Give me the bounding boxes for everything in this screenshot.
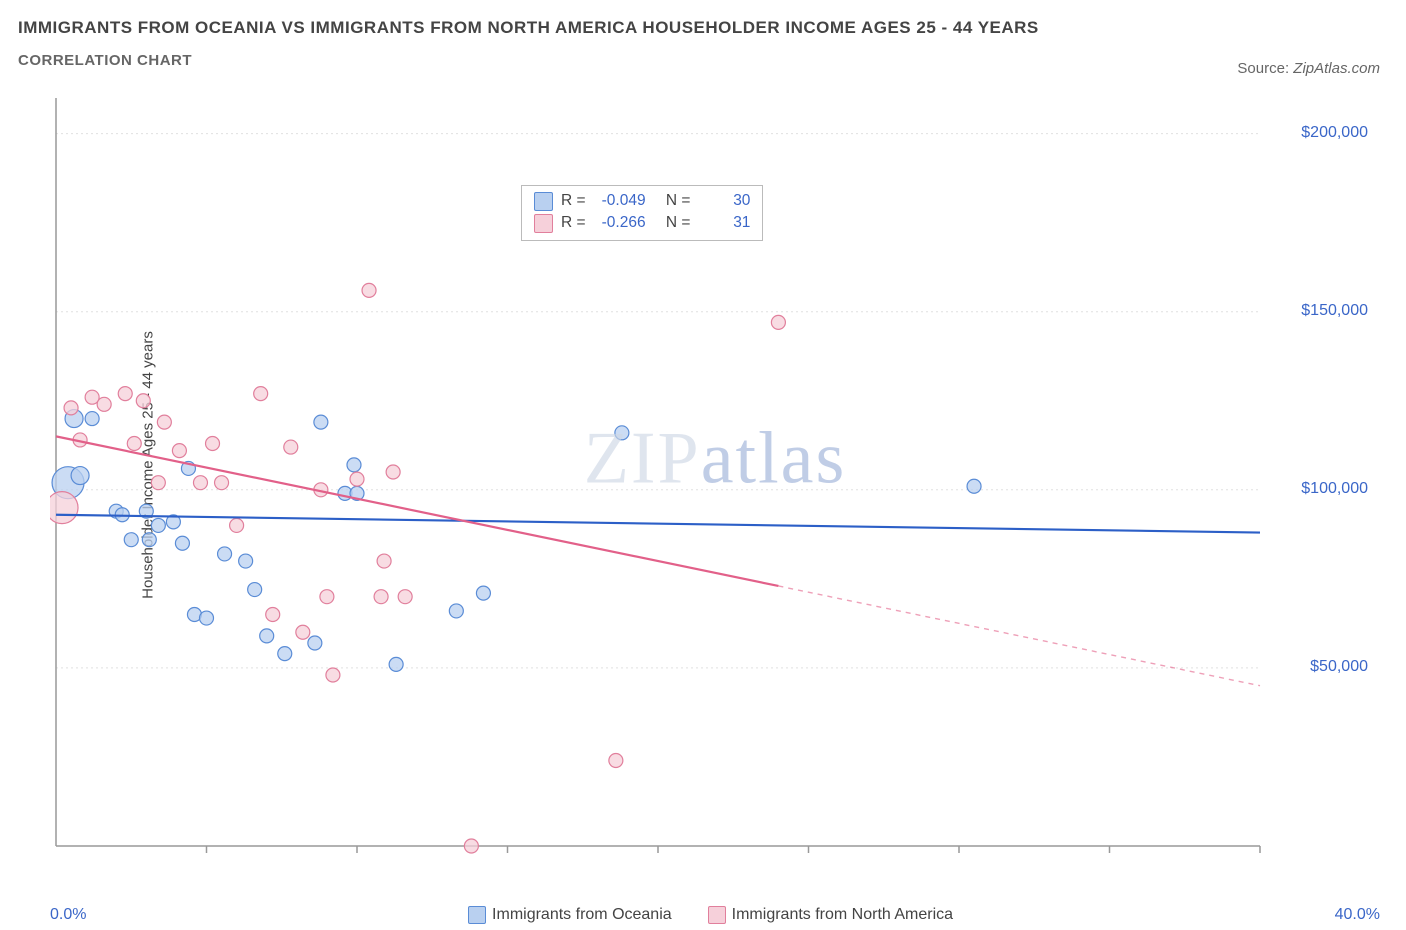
correlation-legend: R = -0.049 N = 30 R = -0.266 N = 31	[521, 185, 763, 241]
legend-r-oceania: -0.049	[594, 192, 646, 210]
swatch-oceania-icon	[468, 906, 486, 924]
x-max-label: 40.0%	[1335, 906, 1380, 924]
title-main: IMMIGRANTS FROM OCEANIA VS IMMIGRANTS FR…	[18, 18, 1039, 38]
title-block: IMMIGRANTS FROM OCEANIA VS IMMIGRANTS FR…	[18, 18, 1039, 69]
legend-label-oceania: Immigrants from Oceania	[492, 906, 672, 924]
legend-item-oceania: Immigrants from Oceania	[468, 906, 672, 924]
legend-n-label: N =	[666, 214, 691, 232]
y-tick-label: $50,000	[1310, 658, 1368, 676]
legend-item-na: Immigrants from North America	[708, 906, 953, 924]
y-tick-label: $150,000	[1301, 302, 1368, 320]
source-prefix: Source:	[1237, 60, 1293, 77]
x-min-label: 0.0%	[50, 906, 86, 924]
source-label: Source: ZipAtlas.com	[1237, 60, 1380, 77]
legend-n-label: N =	[666, 192, 691, 210]
y-tick-label: $100,000	[1301, 480, 1368, 498]
plot-area: ZIPatlas R = -0.049 N = 30 R = -0.266 N …	[50, 92, 1380, 872]
title-sub: CORRELATION CHART	[18, 52, 1039, 69]
legend-label-na: Immigrants from North America	[732, 906, 953, 924]
legend-n-oceania: 30	[698, 192, 750, 210]
legend-swatch-na	[534, 214, 553, 233]
legend-swatch-oceania	[534, 192, 553, 211]
legend-n-na: 31	[698, 214, 750, 232]
x-axis-legend: 0.0% Immigrants from Oceania Immigrants …	[50, 906, 1380, 924]
swatch-na-icon	[708, 906, 726, 924]
source-name: ZipAtlas.com	[1293, 60, 1380, 77]
chart-container: IMMIGRANTS FROM OCEANIA VS IMMIGRANTS FR…	[0, 0, 1406, 930]
legend-r-label: R =	[561, 192, 586, 210]
legend-r-na: -0.266	[594, 214, 646, 232]
legend-r-label: R =	[561, 214, 586, 232]
y-tick-label: $200,000	[1301, 124, 1368, 142]
